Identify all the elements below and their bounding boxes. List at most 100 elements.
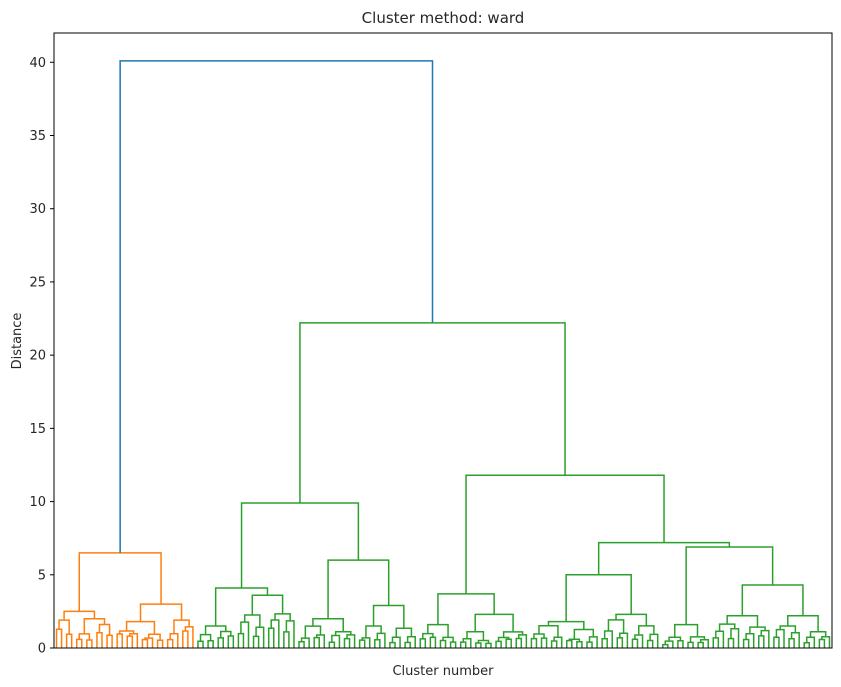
dendrogram-link (331, 634, 341, 648)
dendrogram-link (83, 617, 106, 634)
dendrogram-link (141, 638, 149, 648)
y-tick-label: 15 (29, 422, 46, 437)
dendrogram-link (169, 633, 179, 648)
y-tick-label: 0 (38, 642, 46, 657)
dendrogram-link (283, 631, 290, 648)
dendrogram-link (429, 636, 437, 648)
dendrogram-link (553, 636, 563, 648)
dendrogram-link (674, 623, 699, 638)
dendrogram-link (474, 613, 514, 632)
dendrogram-link (803, 642, 811, 648)
dendrogram-link (586, 641, 593, 648)
dendrogram-link (518, 634, 528, 648)
dendrogram-link (240, 621, 250, 648)
dendrogram-link (106, 634, 113, 648)
dendrogram-link (540, 637, 548, 648)
dendrogram-link (662, 643, 669, 648)
dendrogram-link (699, 639, 709, 648)
y-tick-label: 10 (29, 495, 46, 510)
dendrogram-link (818, 638, 826, 648)
dendrogram-link (715, 630, 725, 648)
dendrogram-link (197, 640, 204, 648)
dendrogram-link (422, 632, 434, 639)
dendrogram-link (718, 623, 736, 632)
dendrogram-link (251, 594, 284, 616)
dendrogram-link (475, 642, 482, 648)
dendrogram-link (78, 552, 162, 612)
dendrogram-link (98, 623, 111, 636)
dendrogram-link (634, 634, 644, 648)
dendrogram-link (315, 634, 326, 648)
dendrogram-link (727, 637, 735, 648)
dendrogram-link (538, 624, 559, 638)
dendrogram-link (298, 641, 305, 648)
dendrogram-link (565, 574, 632, 622)
dendrogram-link (495, 640, 502, 648)
dendrogram-link (697, 641, 704, 648)
dendrogram-link (184, 626, 194, 648)
dendrogram-link (240, 502, 360, 588)
dendrogram-link (55, 628, 63, 648)
dendrogram-link (760, 629, 770, 648)
dendrogram-link (601, 638, 608, 648)
dendrogram-link (304, 625, 322, 639)
dendrogram-link (404, 641, 411, 648)
dendrogram-link (358, 639, 366, 648)
dendrogram-link (237, 632, 245, 648)
dendrogram-link (227, 635, 235, 648)
dendrogram-link (312, 617, 344, 632)
x-axis-label: Cluster number (392, 664, 494, 679)
dendrogram-link (199, 633, 212, 642)
plot-frame (53, 32, 833, 649)
dendrogram-link (376, 632, 386, 648)
dendrogram-link (243, 614, 261, 628)
dendrogram-link (646, 639, 654, 648)
dendrogram-link (419, 638, 427, 648)
dendrogram-link (449, 641, 457, 648)
dendrogram-link (502, 631, 524, 638)
dendrogram-link (267, 627, 275, 648)
dendrogram-link (726, 615, 759, 628)
dendrogram-link (63, 610, 96, 621)
dendrogram-link (505, 638, 512, 648)
dendrogram-link (255, 626, 265, 648)
dendrogram-link (742, 638, 750, 648)
dendrogram-link (328, 641, 336, 648)
dendrogram-link (372, 604, 405, 629)
dendrogram-link (327, 559, 390, 619)
dendrogram-link (299, 322, 566, 504)
dendrogram-link (775, 628, 785, 648)
y-tick-label: 35 (29, 129, 46, 144)
y-tick-label: 30 (29, 202, 46, 217)
dendrogram-link (65, 633, 73, 648)
dendrogram-link (126, 635, 134, 648)
dendrogram-link (573, 628, 595, 640)
dendrogram-link (395, 627, 413, 638)
dendrogram-link (270, 619, 280, 648)
dendrogram-link (219, 630, 232, 638)
dendrogram-link (173, 619, 190, 634)
dendrogram-link (773, 636, 780, 648)
dendrogram-link (805, 636, 816, 648)
dendrogram-link (144, 637, 154, 648)
dendrogram-link (687, 641, 694, 648)
y-tick-label: 40 (29, 56, 46, 71)
dendrogram-link (139, 603, 183, 622)
dendrogram-link (677, 639, 684, 648)
dendrogram-link (389, 641, 396, 648)
dendrogram-link (477, 639, 490, 644)
dendrogram-link (664, 640, 674, 648)
dendrogram-links (55, 60, 831, 648)
dendrogram-link (439, 639, 447, 648)
y-tick-label: 5 (38, 568, 46, 583)
dendrogram-link (58, 619, 70, 635)
dendrogram-link (530, 637, 538, 648)
dendrogram-link (343, 637, 351, 648)
dendrogram-link (313, 636, 320, 648)
dendrogram-link (285, 620, 295, 648)
dendrogram-link (204, 625, 227, 635)
dendrogram-link (576, 641, 583, 648)
dendrogram-link (156, 639, 164, 648)
dendrogram-link (182, 630, 189, 648)
